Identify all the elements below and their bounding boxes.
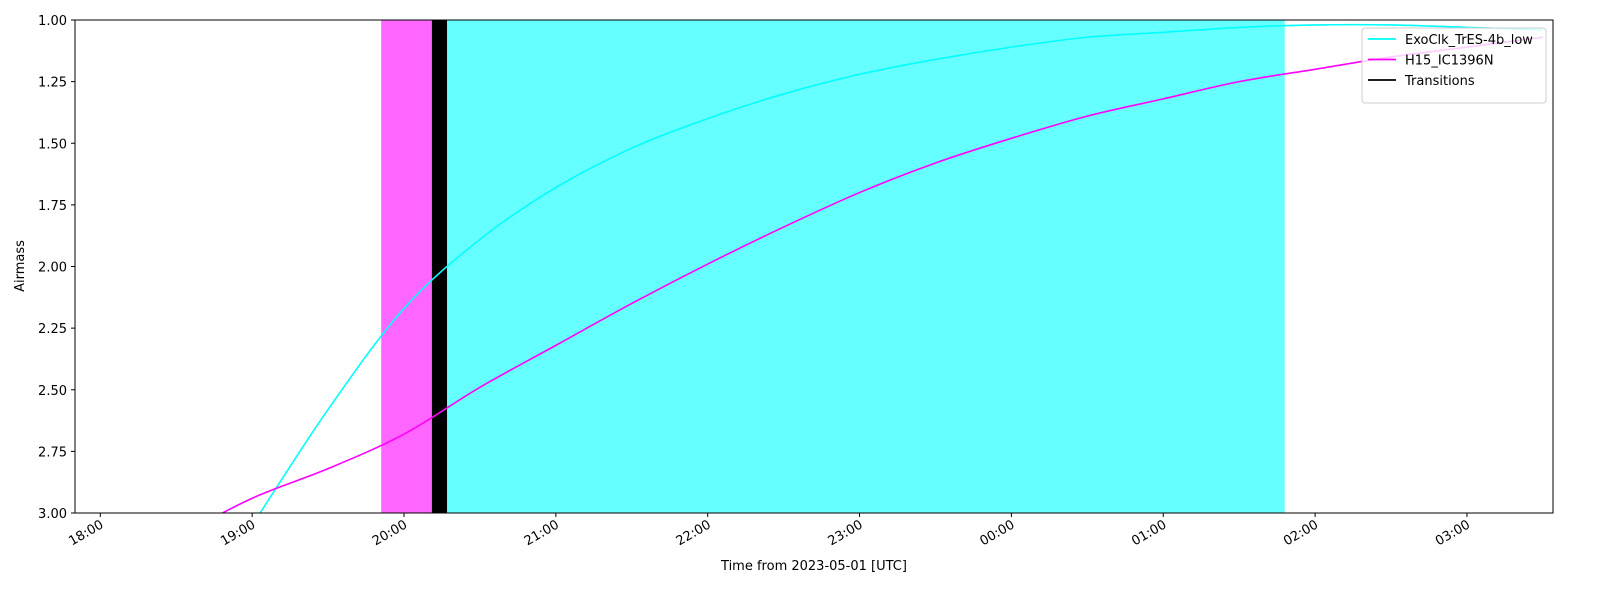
x-tick-label: 00:00 bbox=[977, 517, 1017, 549]
legend-label: H15_IC1396N bbox=[1405, 54, 1494, 69]
series-line bbox=[220, 36, 1543, 513]
y-tick-label: 2.25 bbox=[38, 322, 67, 337]
transition bbox=[431, 20, 448, 513]
lines bbox=[220, 23, 1543, 513]
x-tick-label: 22:00 bbox=[674, 517, 714, 549]
y-tick-label: 1.00 bbox=[38, 14, 67, 29]
axes: 1.00 1.25 1.50 1.75 2.00 2.25 2.50 2.75 3.0018:0… bbox=[38, 14, 1473, 549]
x-tick-label: 03:00 bbox=[1433, 517, 1473, 549]
legend-label: Transitions bbox=[1404, 74, 1475, 89]
x-tick-label: 23:00 bbox=[826, 517, 866, 549]
y-tick-label: 1.75 bbox=[38, 199, 67, 214]
legend: ExoClk_TrES-4b_low H15_IC1396N Transitions bbox=[1361, 27, 1547, 104]
y-tick-label: 2.50 bbox=[38, 384, 67, 399]
y-tick-label: 1.50 bbox=[38, 137, 67, 152]
x-tick-label: 01:00 bbox=[1129, 517, 1169, 549]
x-tick-label: 21:00 bbox=[522, 517, 562, 549]
x-tick-label: 02:00 bbox=[1281, 517, 1321, 549]
series-line bbox=[259, 23, 1543, 513]
span bbox=[447, 20, 1285, 513]
y-axis-label: Airmass bbox=[13, 240, 28, 292]
span bbox=[381, 20, 432, 513]
legend-label: ExoClk_TrES-4b_low bbox=[1405, 33, 1533, 48]
x-axis-label: Time from 2023-05-01 [UTC] bbox=[720, 559, 907, 574]
y-tick-label: 1.25 bbox=[38, 76, 67, 91]
y-tick-label: 3.00 bbox=[38, 507, 67, 522]
spans bbox=[381, 20, 1285, 513]
x-tick-label: 18:00 bbox=[66, 517, 106, 549]
y-tick-label: 2.75 bbox=[38, 445, 67, 460]
y-tick-label: 2.00 bbox=[38, 261, 67, 276]
legend-box bbox=[1361, 27, 1547, 104]
x-tick-label: 19:00 bbox=[218, 517, 258, 549]
x-tick-label: 20:00 bbox=[370, 517, 410, 549]
